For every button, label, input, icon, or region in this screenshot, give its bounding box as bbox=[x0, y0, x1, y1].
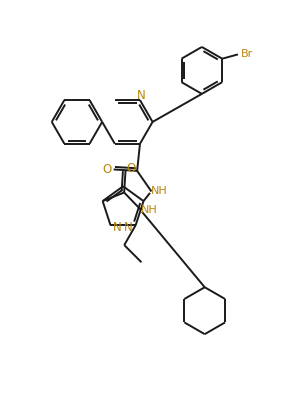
Text: N: N bbox=[113, 220, 122, 233]
Text: Br: Br bbox=[240, 49, 253, 59]
Text: NH: NH bbox=[151, 185, 168, 196]
Text: N: N bbox=[137, 89, 146, 102]
Text: NH: NH bbox=[141, 204, 158, 214]
Text: N: N bbox=[124, 220, 133, 233]
Text: O: O bbox=[127, 162, 136, 175]
Text: O: O bbox=[103, 163, 112, 176]
